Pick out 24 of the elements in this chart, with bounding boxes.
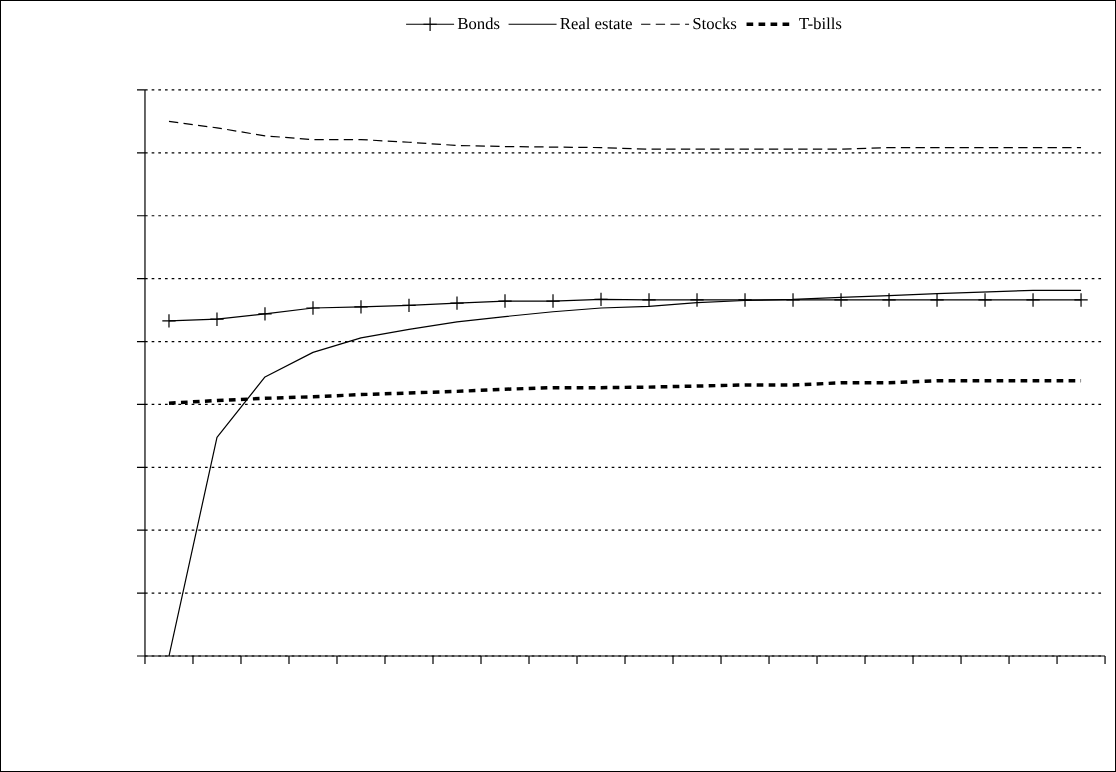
point [929, 292, 945, 308]
point [641, 292, 657, 308]
point [353, 299, 369, 315]
legend-label: Bonds [457, 17, 500, 30]
point [737, 292, 753, 308]
legend-label: Stocks [693, 17, 737, 30]
legend-label: T-bills [799, 17, 842, 30]
point [689, 292, 705, 308]
point [593, 292, 609, 307]
point [257, 306, 273, 322]
point [209, 311, 225, 327]
point [497, 293, 513, 309]
point [785, 292, 801, 308]
legend-label: Real estate [560, 17, 632, 30]
point [449, 295, 465, 311]
point [161, 313, 177, 329]
point [545, 293, 561, 309]
point [305, 300, 321, 316]
point [881, 292, 897, 308]
point [1073, 292, 1089, 308]
point [977, 292, 993, 308]
point [1025, 292, 1041, 308]
point [401, 298, 417, 313]
point [833, 292, 849, 308]
